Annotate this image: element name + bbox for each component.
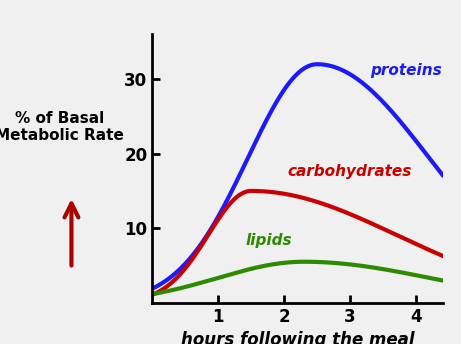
Text: proteins: proteins: [370, 63, 442, 78]
X-axis label: hours following the meal: hours following the meal: [181, 331, 414, 344]
Text: lipids: lipids: [246, 233, 292, 248]
Text: carbohydrates: carbohydrates: [288, 164, 412, 179]
Text: % of Basal
Metabolic Rate: % of Basal Metabolic Rate: [0, 111, 124, 143]
